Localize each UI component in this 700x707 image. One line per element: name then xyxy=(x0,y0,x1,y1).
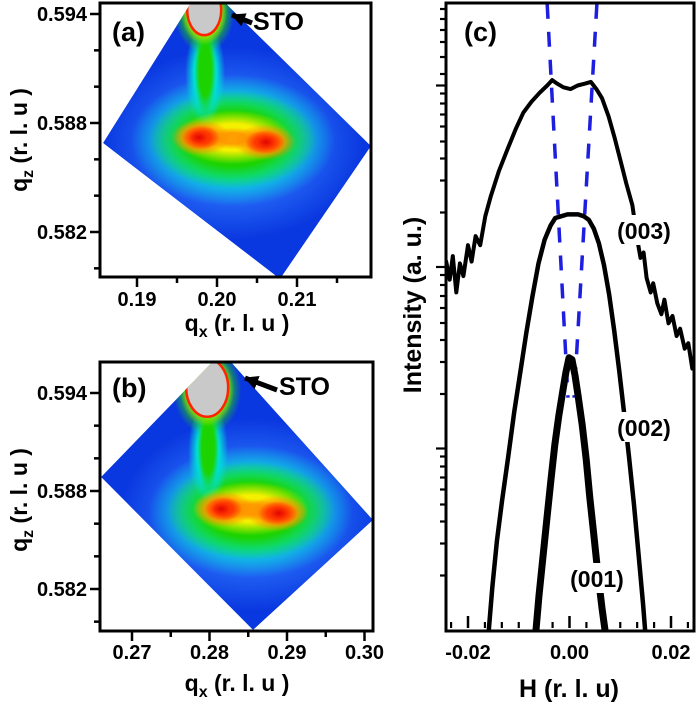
y-tick-label: 0.588 xyxy=(37,481,87,503)
sto-arrow-b xyxy=(244,375,278,393)
substrate-annotation-b: STO xyxy=(279,373,330,401)
x-axis-title-a-base: q xyxy=(185,310,199,336)
y-tick-label: 0.582 xyxy=(37,579,87,601)
x-tick-label: 0.20 xyxy=(198,289,237,311)
rsm-map-a xyxy=(103,4,370,276)
x-tick-label: 0.30 xyxy=(345,642,384,664)
curve-003 xyxy=(447,78,693,371)
y-axis-title-b-sub: z xyxy=(20,530,37,538)
ticks-a: 0.19 0.20 0.21 0.594 0.588 0.582 xyxy=(37,4,339,311)
x-axis-title-a: qx (r. l. u ) xyxy=(185,310,290,341)
curves-c xyxy=(447,4,693,630)
plot-frame-a xyxy=(98,1,373,279)
rsm-map-a-blobs xyxy=(103,4,370,276)
sto-arrow-a xyxy=(231,12,253,27)
curve-label-bg-003 xyxy=(609,215,679,245)
x-tick-label: -0.02 xyxy=(445,642,491,664)
curve-label-003: (003) xyxy=(617,218,671,244)
plot-frame-b xyxy=(98,360,375,633)
x-axis-title-b-sub: x xyxy=(199,684,208,701)
x-axis-title-a-unit: (r. l. u ) xyxy=(208,310,290,336)
y-axis-title-b-unit: (r. l. u ) xyxy=(6,448,32,530)
x-axis-title-b-unit: (r. l. u ) xyxy=(208,670,290,696)
substrate-annotation-a: STO xyxy=(253,8,304,36)
x-axis-title-b-base: q xyxy=(185,670,199,696)
curve-label-001: (001) xyxy=(570,566,624,592)
substrate-gray-region xyxy=(185,4,223,37)
x-tick-label: 0.28 xyxy=(190,642,229,664)
curve-labels-c: (003) (002) (001) xyxy=(562,215,679,593)
x-axis-title-b: qx (r. l. u ) xyxy=(185,670,290,701)
curve-001 xyxy=(532,354,609,630)
x-tick-label: 0.27 xyxy=(113,642,152,664)
y-tick-label: 0.594 xyxy=(37,4,88,26)
panel-b-label: (b) xyxy=(112,373,146,403)
guide-dashed-line xyxy=(545,4,570,398)
guide-dashed-line xyxy=(572,4,599,398)
substrate-gray-region xyxy=(184,363,230,418)
x-tick-label: 0.19 xyxy=(118,289,157,311)
panel-c-label: (c) xyxy=(464,17,497,47)
x-axis-title-a-sub: x xyxy=(199,324,208,341)
x-tick-label: 0.00 xyxy=(550,642,589,664)
ticks-c: -0.02 0.00 0.02 xyxy=(436,7,691,664)
film-peak-core xyxy=(190,131,208,144)
curve-label-002: (002) xyxy=(617,415,671,441)
panel-a-label: (a) xyxy=(112,17,145,47)
panel-c-linescan: (003) (002) (001) -0.02 0.00 0.02 (c) H (r… xyxy=(399,1,696,703)
x-tick-label: 0.21 xyxy=(278,289,317,311)
curve-label-bg-001 xyxy=(562,563,632,593)
y-axis-title-a-unit: (r. l. u ) xyxy=(6,88,32,170)
y-tick-label: 0.588 xyxy=(37,113,87,135)
film-peak-core xyxy=(269,507,288,520)
film-peak-core xyxy=(257,136,275,149)
y-axis-title-c: Intensity (a. u.) xyxy=(399,217,427,393)
x-tick-label: 0.29 xyxy=(268,642,307,664)
y-tick-label: 0.582 xyxy=(37,222,87,244)
y-axis-title-a-sub: z xyxy=(20,170,37,178)
y-axis-title-b: qz (r. l. u ) xyxy=(6,448,37,552)
y-axis-title-a-base: q xyxy=(6,178,32,192)
rsm-map-b xyxy=(101,363,372,630)
rsm-map-b-blobs xyxy=(101,363,372,630)
curve-002 xyxy=(486,212,648,630)
curve-label-bg-002 xyxy=(609,412,679,442)
x-tick-label: 0.02 xyxy=(652,642,691,664)
ticks-b: 0.27 0.28 0.29 0.30 0.594 0.588 0.582 xyxy=(37,383,384,664)
plot-frame-c xyxy=(444,1,696,633)
film-peak-core xyxy=(212,502,231,515)
y-tick-label: 0.594 xyxy=(37,383,88,405)
x-axis-title-c: H (r. l. u) xyxy=(519,675,619,703)
y-axis-title-b-base: q xyxy=(6,538,32,552)
y-axis-title-a: qz (r. l. u ) xyxy=(6,88,37,192)
